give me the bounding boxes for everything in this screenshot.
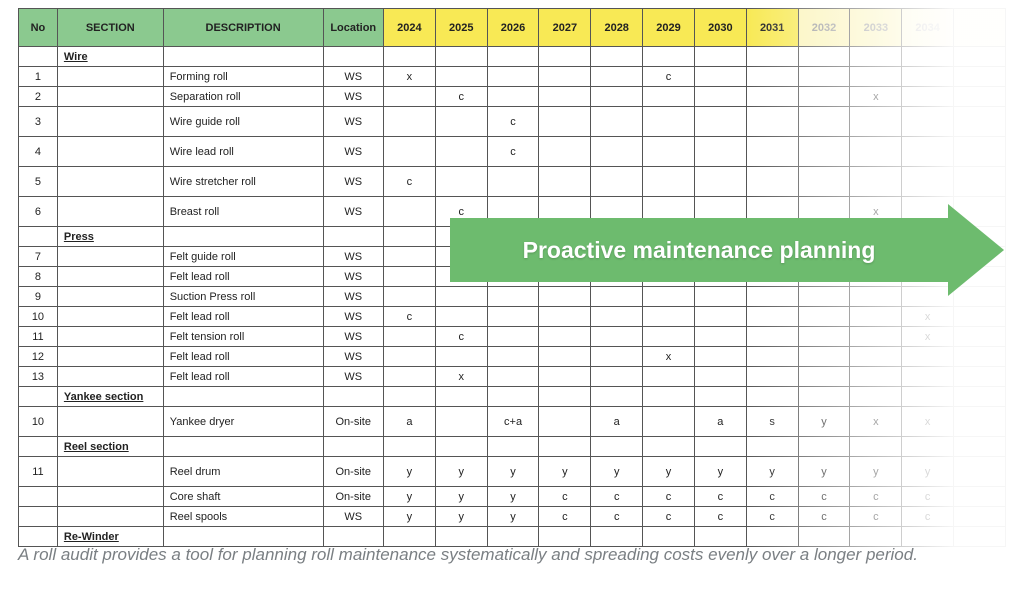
col-year: 2024 (383, 9, 435, 47)
section-label: Press (57, 227, 163, 247)
table-row: 2Separation rollWScx (19, 87, 1006, 107)
section-row: Yankee section (19, 387, 1006, 407)
table-row: 8Felt lead rollWS (19, 267, 1006, 287)
table-row: Core shaftOn-siteyyycccccccc (19, 487, 1006, 507)
table-row: Reel spoolsWSyyycccccccc (19, 507, 1006, 527)
table-row: 12Felt lead rollWSx (19, 347, 1006, 367)
schedule-table-container: No SECTION DESCRIPTION Location 2024 202… (18, 8, 1006, 547)
section-row: Reel section (19, 437, 1006, 457)
col-year: 2028 (591, 9, 643, 47)
col-year: 2026 (487, 9, 539, 47)
col-no: No (19, 9, 58, 47)
table-row: 13Felt lead rollWSx (19, 367, 1006, 387)
section-label: Wire (57, 47, 163, 67)
col-year: 2027 (539, 9, 591, 47)
col-year: 2032 (798, 9, 850, 47)
section-label: Reel section (57, 437, 163, 457)
section-row: Press (19, 227, 1006, 247)
table-row: 6Breast rollWScx (19, 197, 1006, 227)
table-row: 9Suction Press rollWS (19, 287, 1006, 307)
table-header: No SECTION DESCRIPTION Location 2024 202… (19, 9, 1006, 47)
table-row: 4Wire lead rollWSc (19, 137, 1006, 167)
col-year: 2025 (435, 9, 487, 47)
col-year (954, 9, 1006, 47)
col-year: 2029 (643, 9, 695, 47)
table-row: 3Wire guide rollWSc (19, 107, 1006, 137)
table-body: Wire 1Forming rollWSxc 2Separation rollW… (19, 47, 1006, 547)
table-row: 10Felt lead rollWScx (19, 307, 1006, 327)
figure-caption: A roll audit provides a tool for plannin… (18, 544, 1006, 567)
section-row: Wire (19, 47, 1006, 67)
col-location: Location (323, 9, 383, 47)
col-section: SECTION (57, 9, 163, 47)
table-row: 10Yankee dryerOn-siteac+aaasyxx (19, 407, 1006, 437)
schedule-table: No SECTION DESCRIPTION Location 2024 202… (18, 8, 1006, 547)
col-year: 2031 (746, 9, 798, 47)
table-row: 11Reel drumOn-siteyyyyyyyyyyy (19, 457, 1006, 487)
col-description: DESCRIPTION (163, 9, 323, 47)
table-row: 1Forming rollWSxc (19, 67, 1006, 87)
col-year: 2034 (902, 9, 954, 47)
table-row: 7Felt guide rollWS (19, 247, 1006, 267)
table-row: 5Wire stretcher rollWSc (19, 167, 1006, 197)
col-year: 2033 (850, 9, 902, 47)
section-label: Yankee section (57, 387, 163, 407)
table-row: 11Felt tension rollWScx (19, 327, 1006, 347)
col-year: 2030 (694, 9, 746, 47)
